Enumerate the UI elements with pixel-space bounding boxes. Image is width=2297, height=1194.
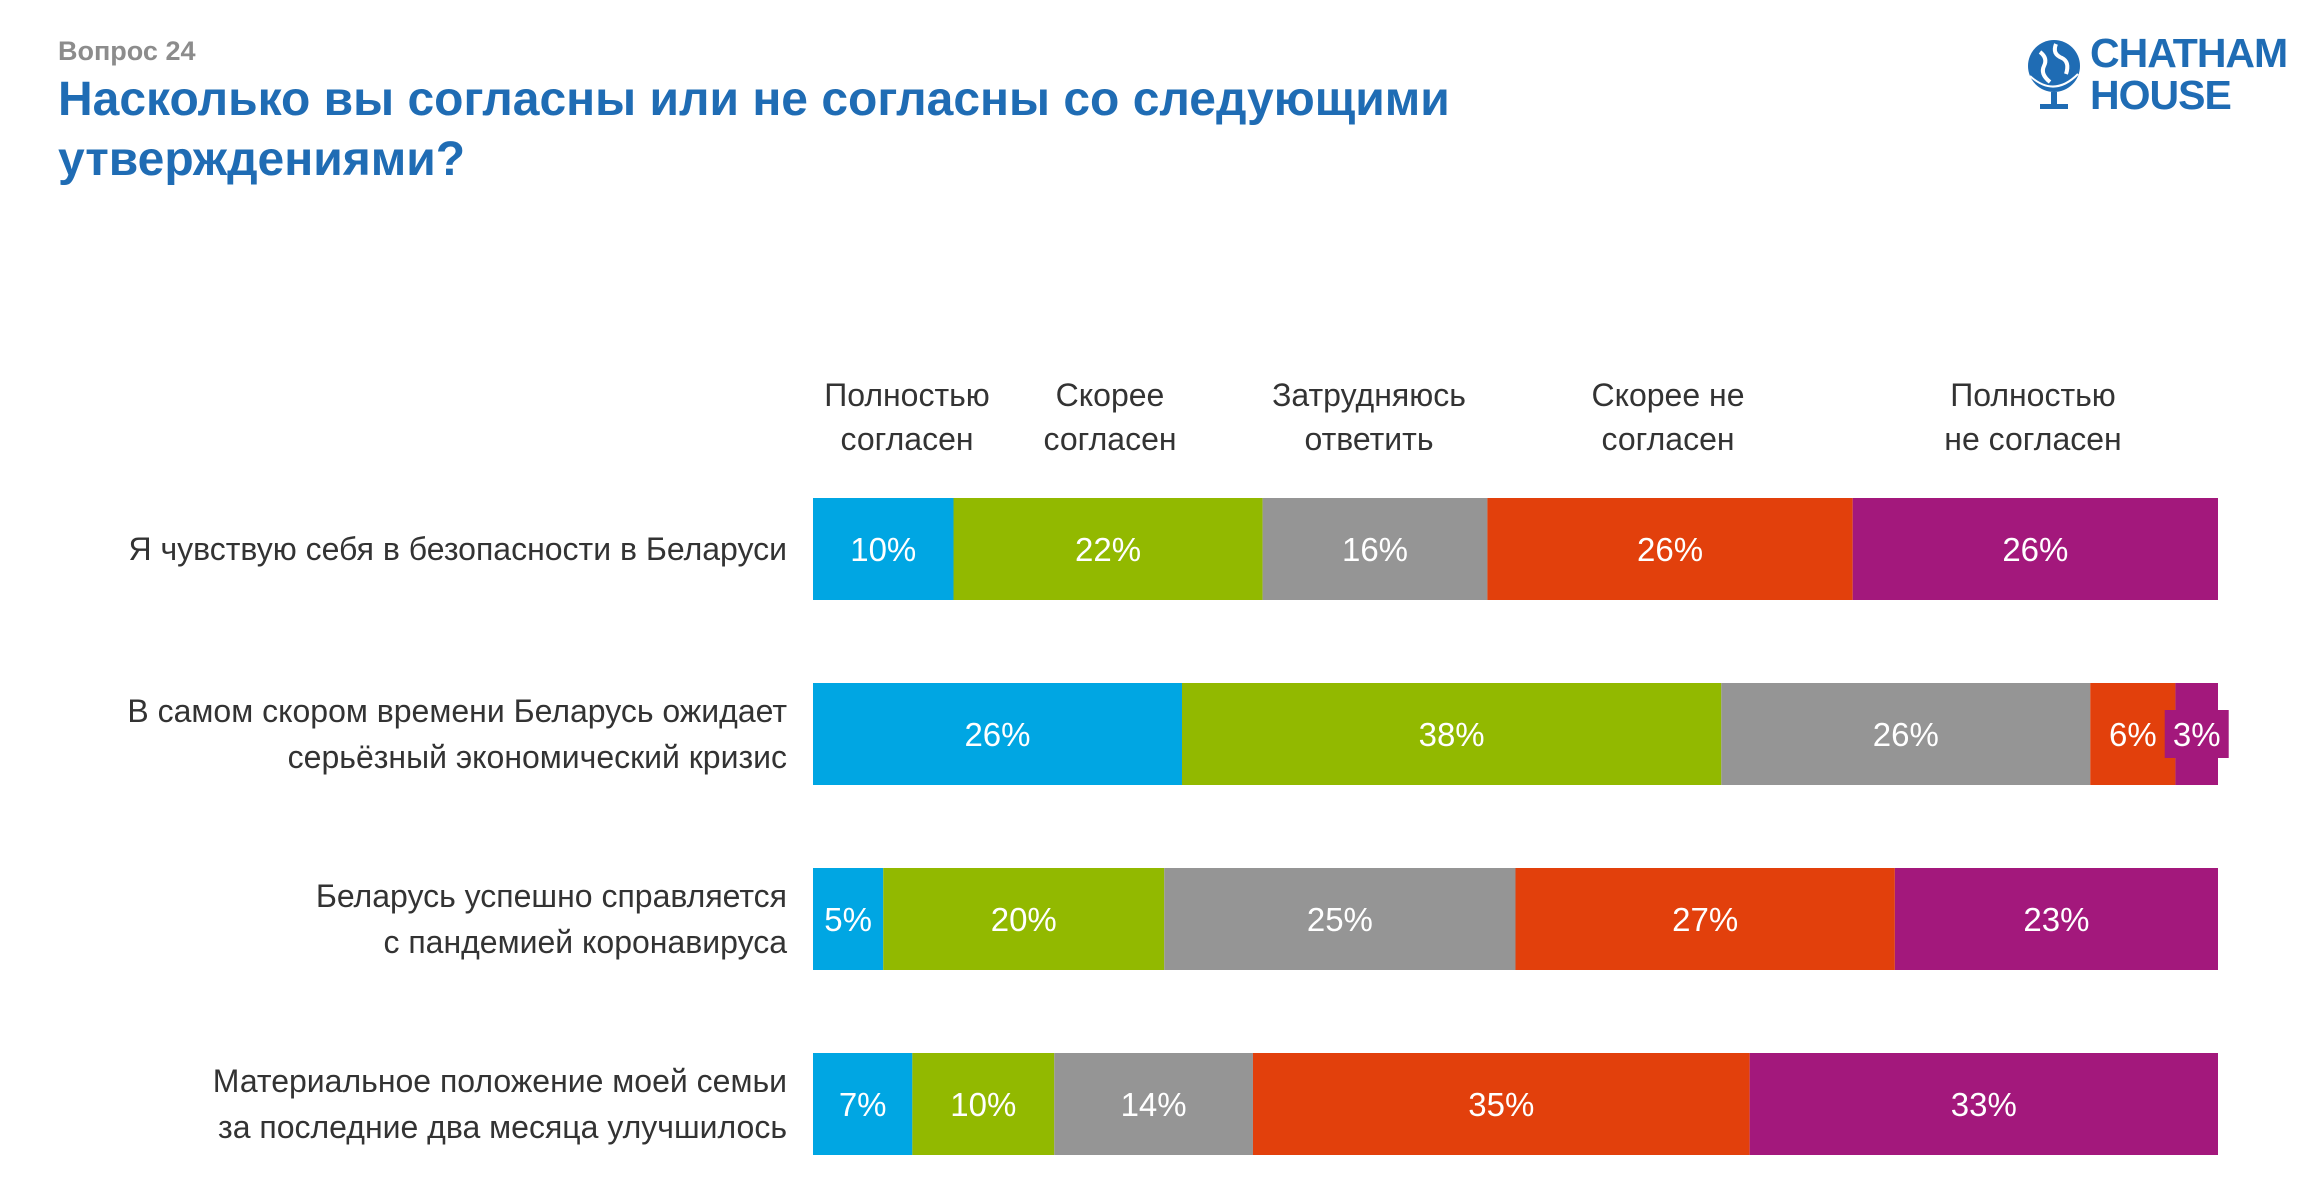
bar-segment — [813, 498, 954, 600]
chatham-house-logo: CHATHAM HOUSE — [2026, 30, 2288, 120]
page-title: Насколько вы согласны или не согласны со… — [58, 73, 1450, 186]
bar-segment — [813, 868, 884, 970]
bar-segment — [813, 683, 1182, 785]
category-label: Беларусь успешно справляется — [316, 878, 787, 914]
bar-segment — [1164, 868, 1516, 970]
bar-segment — [883, 868, 1165, 970]
data-label: 5% — [824, 901, 872, 938]
data-label: 22% — [1075, 531, 1141, 568]
bar-segment — [2090, 683, 2176, 785]
bar-segment — [953, 498, 1263, 600]
data-label: 20% — [991, 901, 1057, 938]
bar-segment — [1852, 498, 2218, 600]
legend-label: Полностью — [1950, 377, 2116, 413]
data-label: 16% — [1342, 531, 1408, 568]
logo-line-2: HOUSE — [2090, 72, 2232, 118]
data-label: 26% — [2002, 531, 2068, 568]
bar-segment — [813, 1053, 913, 1155]
category-label: Материальное положение моей семьи — [213, 1063, 787, 1099]
legend-label: не согласен — [1944, 421, 2121, 457]
data-label: 26% — [1637, 531, 1703, 568]
category-label: за последние два месяца улучшилось — [218, 1109, 787, 1145]
question-number: Вопрос 24 — [58, 36, 196, 66]
bar-segment — [1721, 683, 2091, 785]
data-label: 38% — [1419, 716, 1485, 753]
bar-segment — [912, 1053, 1055, 1155]
category-label: с пандемией коронавируса — [383, 924, 787, 960]
bar-segment — [1894, 868, 2218, 970]
legend-label: согласен — [840, 421, 973, 457]
category-label: Я чувствую себя в безопасности в Беларус… — [128, 531, 787, 567]
data-label: 7% — [839, 1086, 887, 1123]
logo-wordmark: CHATHAM HOUSE — [2090, 30, 2288, 118]
bar-segment — [1181, 683, 1722, 785]
logo-line-1: CHATHAM — [2090, 30, 2288, 76]
category-label: В самом скором времени Беларусь ожидает — [127, 693, 787, 729]
bar-segment — [1262, 498, 1488, 600]
globe-icon — [2028, 40, 2080, 109]
data-label: 6% — [2109, 716, 2157, 753]
legend-label: Скорее — [1056, 377, 1165, 413]
legend-label: согласен — [1601, 421, 1734, 457]
legend-label: ответить — [1305, 421, 1434, 457]
data-label: 27% — [1672, 901, 1738, 938]
bar-segment — [1054, 1053, 1253, 1155]
data-label: 26% — [1873, 716, 1939, 753]
data-label-box — [2164, 710, 2229, 758]
category-label: серьёзный экономический кризис — [288, 739, 787, 775]
data-label: 3% — [2173, 716, 2221, 753]
bar-segment — [1252, 1053, 1750, 1155]
bar-segment — [1749, 1053, 2218, 1155]
data-label: 26% — [964, 716, 1030, 753]
legend-label: Затрудняюсь — [1272, 377, 1466, 413]
data-label: 10% — [850, 531, 916, 568]
data-label: 23% — [2023, 901, 2089, 938]
legend-label: Полностью — [824, 377, 990, 413]
legend-label: Скорее не — [1591, 377, 1744, 413]
bar-segment — [1487, 498, 1853, 600]
data-label: 10% — [950, 1086, 1016, 1123]
data-label: 33% — [1951, 1086, 2017, 1123]
data-label: 25% — [1307, 901, 1373, 938]
bar-segment — [1515, 868, 1895, 970]
data-label: 14% — [1121, 1086, 1187, 1123]
data-label: 35% — [1468, 1086, 1534, 1123]
legend-label: согласен — [1043, 421, 1176, 457]
